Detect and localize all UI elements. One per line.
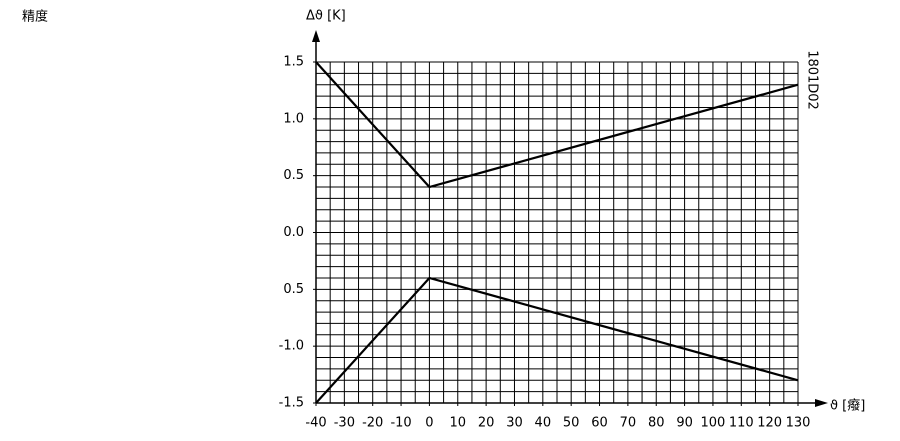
y-tick-label: -1.0	[279, 339, 304, 354]
y-tick-label: 1.5	[283, 55, 304, 70]
y-tick-label: -1.5	[279, 396, 304, 411]
data-line	[315, 276, 799, 404]
x-tick-label: 60	[591, 416, 608, 431]
x-tick-label: 90	[676, 416, 693, 431]
x-tick-label: -30	[334, 416, 355, 431]
figure-code: 1801D02	[805, 50, 820, 110]
y-axis-label: Δϑ [K]	[306, 9, 346, 24]
x-tick-label: 20	[478, 416, 495, 431]
y-tick-label: 0.0	[283, 225, 304, 240]
y-tick-label: 0.5	[283, 168, 304, 183]
y-tick-label: 1.0	[283, 111, 304, 126]
section-title: 精度	[22, 9, 48, 25]
x-tick-label: 40	[535, 416, 552, 431]
y-tick-label: 0.5	[283, 282, 304, 297]
x-tick-label: 30	[506, 416, 523, 431]
y-axis-arrow	[312, 30, 320, 42]
x-tick-label: 0	[425, 416, 433, 431]
x-tick-label: 110	[729, 416, 754, 431]
x-tick-label: -20	[362, 416, 383, 431]
x-tick-label: 130	[786, 416, 811, 431]
x-tick-label: -10	[390, 416, 411, 431]
x-axis-label: ϑ [癈]	[830, 398, 865, 414]
x-tick-label: 80	[648, 416, 665, 431]
x-tick-label: 100	[701, 416, 726, 431]
x-tick-label: -40	[305, 416, 326, 431]
data-line	[315, 61, 799, 189]
x-tick-label: 70	[620, 416, 637, 431]
x-axis-arrow	[815, 399, 828, 407]
x-tick-label: 120	[757, 416, 782, 431]
x-tick-label: 50	[563, 416, 580, 431]
x-tick-label: 10	[449, 416, 466, 431]
